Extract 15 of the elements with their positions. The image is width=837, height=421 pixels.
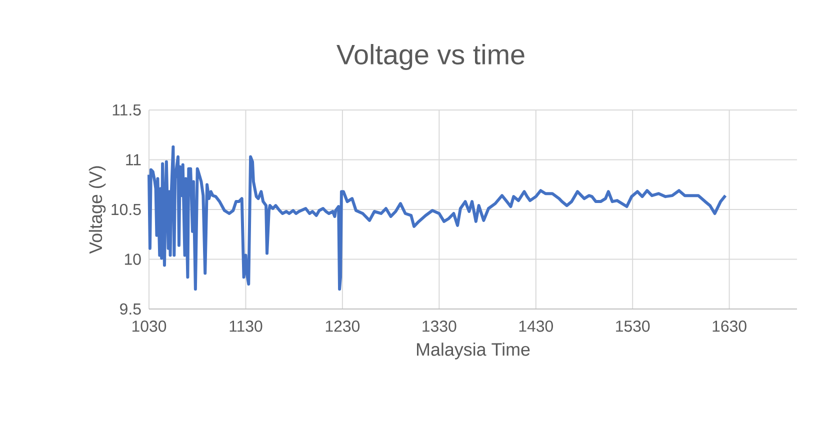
x-axis-title: Malaysia Time: [417, 342, 530, 360]
y-axis-title: Voltage (V): [88, 166, 106, 254]
y-tick-label: 10: [124, 254, 141, 265]
y-tick-label: 11: [126, 154, 141, 166]
x-tick-label: 1230: [326, 320, 360, 332]
x-tick-label: 1130: [230, 320, 262, 332]
x-tick-label: 1630: [712, 320, 746, 332]
x-tick-label: 1030: [132, 320, 166, 332]
y-tick-label: 10.5: [112, 204, 141, 216]
x-tick-label: 1530: [616, 320, 650, 332]
y-tick-label: 9.5: [120, 303, 141, 315]
x-tick-label: 1330: [422, 320, 456, 332]
x-tick-label: 1430: [519, 320, 553, 332]
chart-title: Voltage vs time: [336, 44, 524, 70]
y-tick-label: 11.5: [112, 104, 141, 116]
